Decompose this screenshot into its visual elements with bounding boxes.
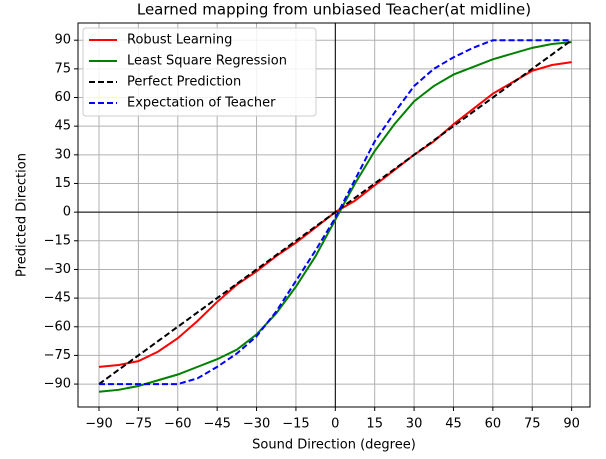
x-tick-label: 15 (366, 417, 383, 432)
legend-label: Robust Learning (127, 33, 232, 48)
y-tick-label: 90 (54, 33, 71, 48)
legend-label: Expectation of Teacher (127, 96, 276, 111)
y-tick-label: −90 (44, 377, 71, 392)
x-tick-label: 75 (524, 417, 541, 432)
y-tick-label: 75 (54, 61, 71, 76)
x-tick-label: 45 (445, 417, 462, 432)
series-line (99, 39, 572, 386)
y-tick-label: 60 (54, 90, 71, 105)
y-tick-label: −60 (44, 319, 71, 334)
x-tick-label: −30 (243, 417, 270, 432)
x-tick-label: −45 (203, 417, 230, 432)
x-axis-label: Sound Direction (degree) (252, 438, 416, 453)
x-tick-label: −90 (85, 417, 112, 432)
y-tick-label: 30 (54, 147, 71, 162)
series-line (98, 41, 572, 393)
x-tick-label: −75 (125, 417, 152, 432)
y-tick-label: 45 (54, 119, 71, 134)
x-tick-label: 60 (485, 417, 502, 432)
legend-label: Least Square Regression (127, 54, 287, 69)
y-tick-label: −75 (44, 348, 71, 363)
y-tick-label: −45 (44, 291, 71, 306)
y-axis-label: Predicted Direction (15, 153, 30, 277)
series-line (98, 39, 573, 385)
y-tick-label: 0 (63, 205, 71, 220)
y-tick-label: −30 (44, 262, 71, 277)
x-tick-label: −15 (282, 417, 309, 432)
y-tick-label: 15 (54, 176, 71, 191)
x-tick-label: 30 (406, 417, 423, 432)
x-tick-label: 90 (563, 417, 580, 432)
plot-frame (77, 22, 591, 408)
legend: Robust Learning Least Square Regression Pe… (82, 27, 317, 117)
y-tick-label: −15 (44, 233, 71, 248)
x-tick-label: −60 (164, 417, 191, 432)
legend-label: Perfect Prediction (127, 75, 241, 90)
chart-title: Learned mapping from unbiased Teacher(at… (137, 1, 531, 19)
legend-box (82, 27, 317, 117)
x-tick-label: 0 (331, 417, 339, 432)
